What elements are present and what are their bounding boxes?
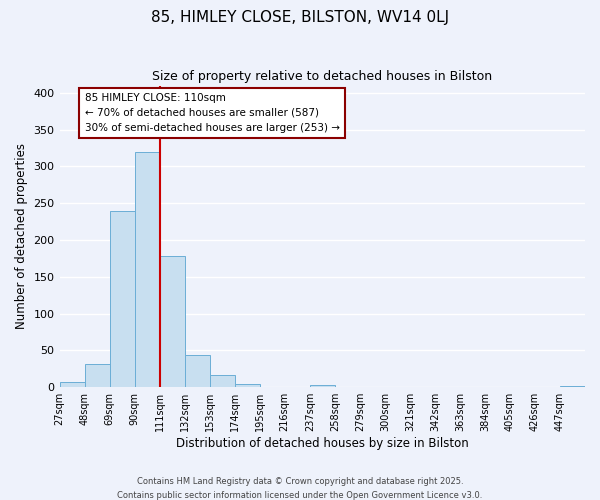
Bar [209,376,235,387]
Title: Size of property relative to detached houses in Bilston: Size of property relative to detached ho… [152,70,493,83]
Text: 85, HIMLEY CLOSE, BILSTON, WV14 0LJ: 85, HIMLEY CLOSE, BILSTON, WV14 0LJ [151,10,449,25]
X-axis label: Distribution of detached houses by size in Bilston: Distribution of detached houses by size … [176,437,469,450]
Text: 85 HIMLEY CLOSE: 110sqm
← 70% of detached houses are smaller (587)
30% of semi-d: 85 HIMLEY CLOSE: 110sqm ← 70% of detache… [85,93,340,132]
Bar [110,210,134,387]
Text: Contains HM Land Registry data © Crown copyright and database right 2025.
Contai: Contains HM Land Registry data © Crown c… [118,478,482,500]
Bar [85,364,110,387]
Bar [185,355,209,387]
Bar [310,385,335,387]
Bar [59,382,85,387]
Y-axis label: Number of detached properties: Number of detached properties [15,144,28,330]
Bar [235,384,260,387]
Bar [560,386,585,387]
Bar [160,256,185,387]
Bar [134,152,160,387]
